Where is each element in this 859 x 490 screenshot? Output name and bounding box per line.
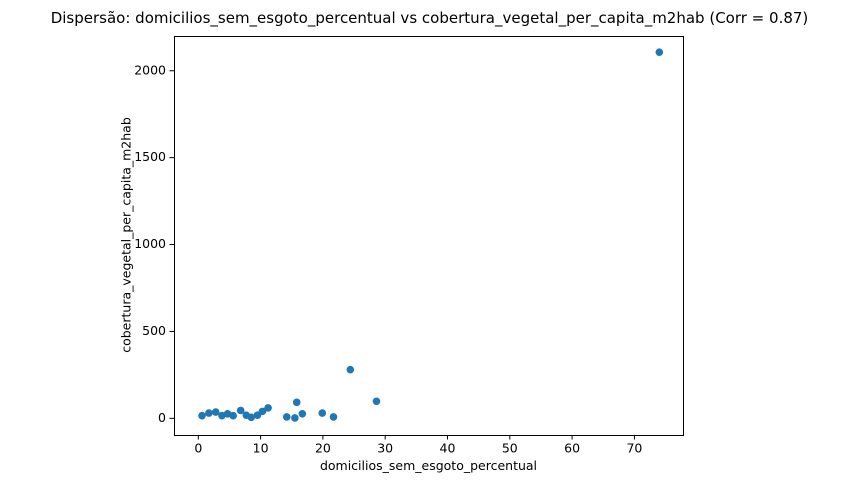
x-tick-label: 60	[564, 441, 580, 456]
x-tick-label: 10	[253, 441, 269, 456]
data-point	[229, 411, 237, 420]
y-tick-label: 1500	[134, 149, 166, 164]
data-point	[236, 406, 245, 415]
data-point	[258, 407, 267, 416]
data-point	[247, 413, 256, 422]
data-point	[329, 413, 338, 421]
x-tick-label: 50	[502, 441, 518, 456]
y-tick-label: 500	[142, 323, 166, 338]
data-point	[198, 411, 206, 420]
data-point	[655, 48, 664, 56]
x-tick-label: 70	[626, 441, 642, 456]
data-point	[291, 414, 299, 422]
x-axis-label: domicilios_sem_esgoto_percentual	[319, 458, 538, 473]
x-tick-label: 20	[315, 441, 331, 456]
chart-title: Dispersão: domicilios_sem_esgoto_percent…	[50, 9, 809, 27]
x-tick-label: 30	[377, 441, 393, 456]
axes-spines	[174, 36, 684, 436]
data-point	[211, 408, 220, 416]
data-point	[372, 397, 381, 406]
data-point	[282, 413, 291, 421]
x-tick-label: 0	[194, 441, 202, 456]
y-tick-label: 0	[158, 410, 166, 425]
data-point	[346, 365, 355, 374]
data-point	[298, 409, 307, 418]
y-axis-label: cobertura_vegetal_per_capita_m2hab	[118, 117, 134, 353]
data-point	[292, 398, 301, 407]
y-tick-label: 1000	[134, 236, 166, 251]
x-tick-label: 40	[440, 441, 456, 456]
data-point	[205, 409, 213, 417]
y-tick-label: 2000	[134, 62, 166, 77]
data-point	[318, 409, 327, 417]
data-point	[264, 404, 272, 412]
